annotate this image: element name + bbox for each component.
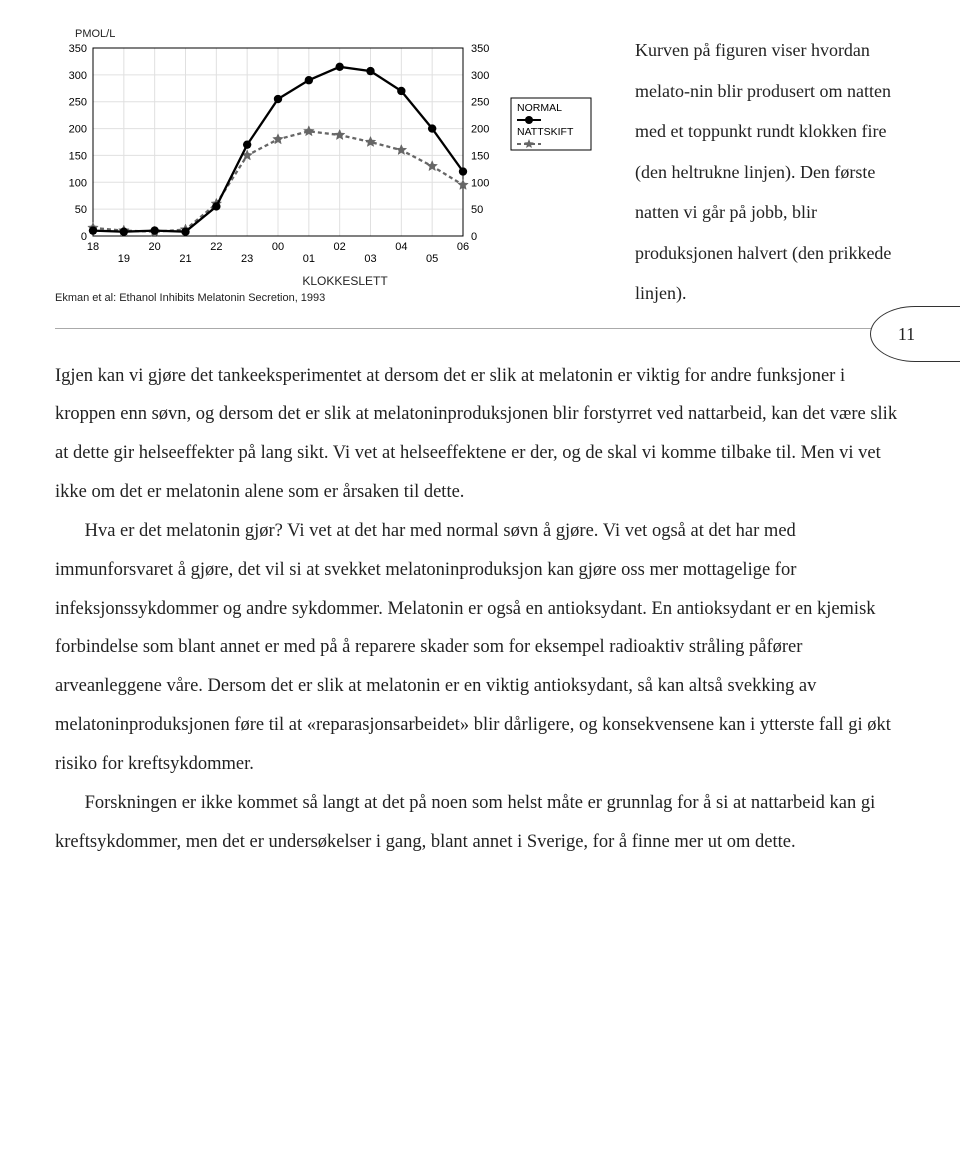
svg-text:250: 250 (69, 97, 87, 109)
svg-text:150: 150 (69, 150, 87, 162)
svg-text:05: 05 (426, 253, 438, 265)
svg-text:03: 03 (364, 253, 376, 265)
svg-text:22: 22 (210, 241, 222, 253)
chart-source: Ekman et al: Ethanol Inhibits Melatonin … (55, 292, 615, 304)
melatonin-chart-figure: PMOL/L 050100150200250300350050100150200… (55, 28, 615, 304)
svg-text:100: 100 (69, 177, 87, 189)
svg-text:04: 04 (395, 241, 407, 253)
svg-text:150: 150 (471, 150, 489, 162)
svg-text:18: 18 (87, 241, 99, 253)
svg-text:300: 300 (69, 70, 87, 82)
svg-text:21: 21 (179, 253, 191, 265)
svg-text:200: 200 (471, 124, 489, 136)
svg-text:NORMAL: NORMAL (517, 102, 562, 114)
chart-svg: 0501001502002503003500501001502002503003… (55, 42, 615, 272)
svg-text:200: 200 (69, 124, 87, 136)
svg-text:50: 50 (471, 204, 483, 216)
svg-text:350: 350 (69, 43, 87, 55)
svg-text:00: 00 (272, 241, 284, 253)
paragraph-2: Hva er det melatonin gjør? Vi vet at det… (55, 512, 905, 784)
chart-x-axis-label: KLOKKESLETT (75, 274, 615, 288)
page-number-text: 11 (898, 324, 915, 345)
svg-text:01: 01 (303, 253, 315, 265)
chart-y-axis-label: PMOL/L (75, 28, 615, 40)
page-number: 11 (870, 306, 960, 362)
paragraph-1: Igjen kan vi gjøre det tankeeksperimente… (55, 357, 905, 512)
svg-text:300: 300 (471, 70, 489, 82)
svg-text:06: 06 (457, 241, 469, 253)
paragraph-3: Forskningen er ikke kommet så langt at d… (55, 784, 905, 862)
svg-text:50: 50 (75, 204, 87, 216)
svg-text:NATTSKIFT: NATTSKIFT (517, 126, 574, 138)
svg-text:250: 250 (471, 97, 489, 109)
svg-text:100: 100 (471, 177, 489, 189)
svg-text:350: 350 (471, 43, 489, 55)
section-divider (55, 328, 905, 329)
svg-text:19: 19 (118, 253, 130, 265)
svg-text:02: 02 (334, 241, 346, 253)
svg-text:0: 0 (471, 231, 477, 243)
body-text: Igjen kan vi gjøre det tankeeksperimente… (55, 357, 905, 862)
svg-text:20: 20 (149, 241, 161, 253)
svg-text:23: 23 (241, 253, 253, 265)
figure-caption: Kurven på figuren viser hvordan melato-n… (635, 28, 905, 314)
